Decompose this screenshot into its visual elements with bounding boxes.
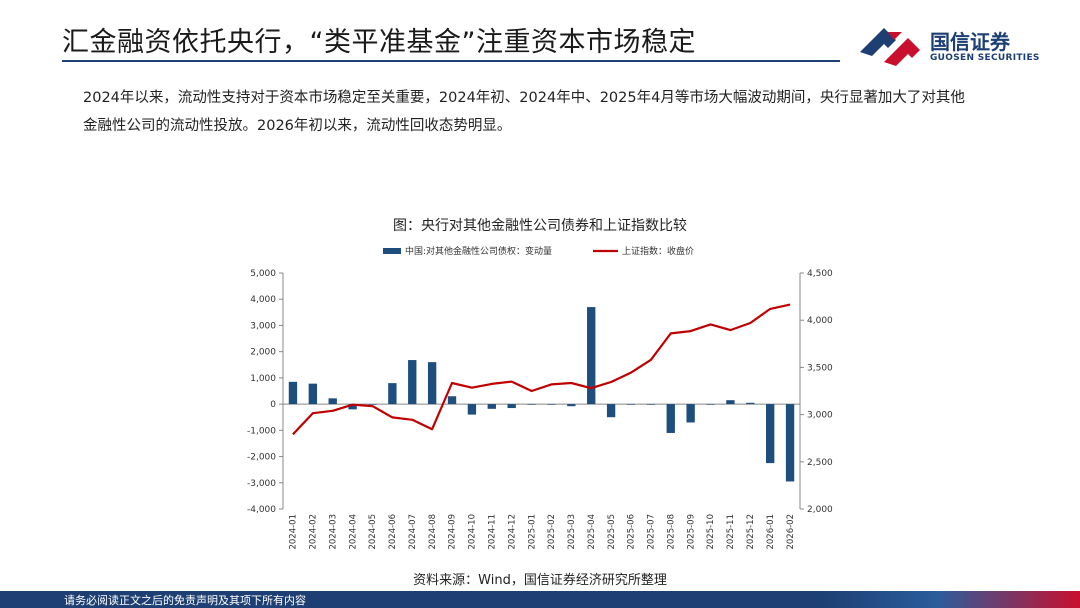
- left-tick-label: 4,000: [250, 295, 276, 305]
- bar-2026-02: [785, 404, 795, 482]
- right-tick-label: 2,500: [807, 458, 833, 468]
- x-tick-label: 2024-12: [507, 514, 517, 550]
- x-tick-label: 2024-07: [408, 514, 418, 550]
- bar-2025-11: [726, 400, 735, 405]
- left-tick-label: 2,000: [250, 348, 276, 358]
- footer-accent: [820, 591, 1080, 608]
- bar-2025-08: [666, 404, 675, 433]
- x-tick-label: 2024-06: [388, 514, 398, 550]
- x-tick-label: 2024-11: [488, 514, 498, 550]
- bar-2024-03: [328, 398, 337, 405]
- bar-2025-12: [746, 402, 755, 405]
- x-tick-label: 2025-05: [607, 514, 617, 550]
- bar-2026-01: [765, 404, 775, 464]
- left-tick-label: -1,000: [247, 426, 276, 436]
- x-tick-label: 2025-10: [706, 514, 716, 550]
- left-tick-label: 1,000: [250, 374, 276, 384]
- bar-2025-04: [587, 307, 596, 405]
- x-tick-label: 2025-02: [547, 514, 557, 550]
- right-tick-label: 3,500: [807, 363, 833, 373]
- x-tick-label: 2024-01: [289, 514, 299, 550]
- logo-mark-icon: [860, 28, 920, 66]
- x-tick-label: 2025-06: [627, 514, 637, 550]
- x-tick-label: 2025-08: [666, 514, 676, 550]
- right-tick-label: 4,500: [807, 269, 833, 279]
- source-note: 资料来源：Wind，国信证券经济研究所整理: [413, 573, 667, 588]
- bar-2024-10: [467, 404, 477, 415]
- bar-2024-01: [288, 381, 298, 405]
- x-tick-label: 2024-04: [348, 514, 358, 550]
- x-tick-label: 2024-10: [468, 514, 478, 550]
- legend-line-label: 上证指数：收盘价: [622, 245, 694, 257]
- bar-2024-11: [487, 404, 496, 409]
- bar-2025-09: [686, 404, 695, 423]
- bar-2025-02: [547, 404, 556, 405]
- x-tick-label: 2025-01: [527, 514, 537, 550]
- legend-bar-swatch: [383, 248, 401, 254]
- bar-2024-08: [427, 362, 437, 405]
- left-tick-label: 5,000: [250, 269, 276, 279]
- left-tick-label: -3,000: [247, 479, 276, 489]
- bar-2024-05: [368, 404, 377, 405]
- x-tick-label: 2025-03: [567, 514, 577, 550]
- bar-2024-04: [348, 404, 357, 410]
- brand-logo: 国信证券 GUOSEN SECURITIES: [858, 22, 1058, 68]
- summary-line-2: 金融性公司的流动性投放。2026年初以来，流动性回收态势明显。: [83, 118, 512, 134]
- footer-bar: 请务必阅读正文之后的免责声明及其项下所有内容: [0, 591, 1080, 608]
- chart-title: 图：央行对其他金融性公司债券和上证指数比较: [393, 218, 687, 234]
- logo-english-name: GUOSEN SECURITIES: [930, 53, 1040, 63]
- left-tick-label: -2,000: [247, 453, 276, 463]
- sse-index-line: [292, 303, 791, 436]
- x-tick-label: 2024-05: [368, 514, 378, 550]
- bar-2025-05: [606, 404, 616, 418]
- bar-2024-12: [507, 404, 516, 409]
- bar-2024-07: [408, 360, 417, 405]
- summary-paragraph: 2024年以来，流动性支持对于资本市场稳定至关重要，2024年初、2024年中、…: [83, 84, 1043, 140]
- summary-line-1: 2024年以来，流动性支持对于资本市场稳定至关重要，2024年初、2024年中、…: [83, 90, 965, 106]
- left-tick-label: 3,000: [250, 321, 276, 331]
- right-tick-label: 3,000: [807, 411, 833, 421]
- x-tick-label: 2026-01: [766, 514, 776, 550]
- x-tick-label: 2024-09: [448, 514, 458, 550]
- x-tick-label: 2024-02: [309, 514, 319, 550]
- x-tick-label: 2026-02: [786, 514, 796, 550]
- x-tick-label: 2024-08: [428, 514, 438, 550]
- x-tick-label: 2025-07: [647, 514, 657, 550]
- bar-2025-03: [567, 404, 576, 407]
- footer-disclaimer: 请务必阅读正文之后的免责声明及其项下所有内容: [64, 594, 306, 607]
- bar-2024-02: [308, 383, 318, 405]
- x-tick-label: 2025-11: [726, 514, 736, 550]
- bar-2025-01: [527, 404, 536, 405]
- x-tick-label: 2025-12: [746, 514, 756, 550]
- right-tick-label: 4,000: [807, 316, 833, 326]
- legend-bar-label: 中国:对其他金融性公司债权：变动量: [405, 245, 552, 257]
- x-tick-label: 2025-04: [587, 514, 597, 550]
- right-tick-label: 2,000: [807, 505, 833, 515]
- bar-2025-06: [626, 404, 636, 405]
- x-tick-label: 2024-03: [328, 514, 338, 550]
- title-underline: [62, 60, 840, 62]
- bar-2025-07: [646, 404, 656, 405]
- left-tick-label: 0: [270, 400, 276, 410]
- x-tick-label: 2025-09: [686, 514, 696, 550]
- bar-2024-09: [447, 396, 457, 405]
- left-tick-label: -4,000: [247, 505, 276, 515]
- page-title: 汇金融资依托央行，“类平准基金”注重资本市场稳定: [62, 27, 696, 58]
- bar-2024-06: [388, 383, 397, 405]
- bar-2025-10: [706, 404, 715, 405]
- logo-name: 国信证券: [930, 30, 1010, 54]
